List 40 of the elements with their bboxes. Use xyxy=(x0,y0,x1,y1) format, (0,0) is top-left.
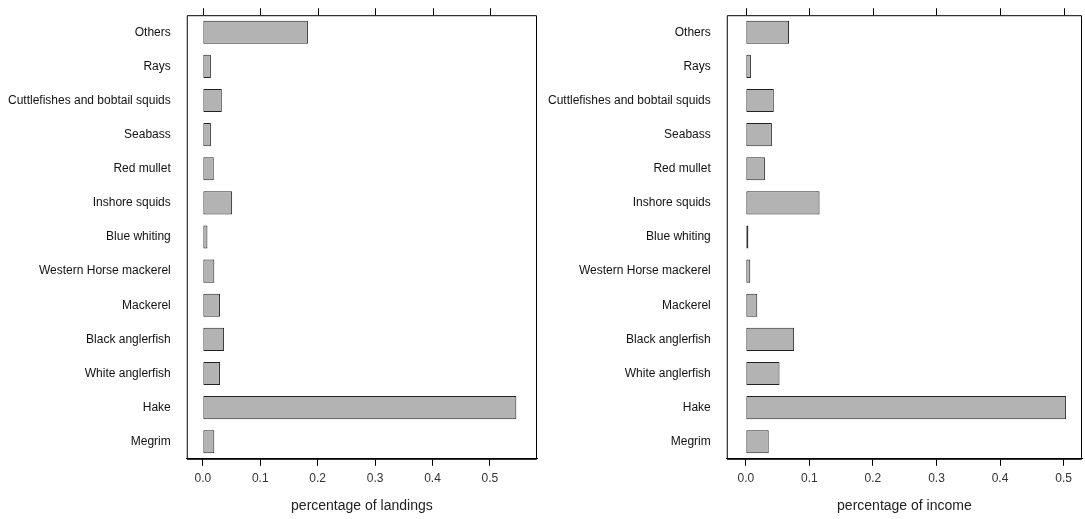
y-tick-label: Hake xyxy=(682,399,712,414)
x-tick-label: 0.1 xyxy=(801,471,819,486)
x-tick-label: 0.3 xyxy=(366,471,384,486)
y-tick-label: Black anglerfish xyxy=(86,331,171,346)
x-tick-label: 0.1 xyxy=(251,471,269,486)
y-tick-label: Megrim xyxy=(670,434,711,449)
x-tick-label: 0.5 xyxy=(1055,471,1073,486)
x-tick-label: 0.2 xyxy=(309,471,327,486)
y-tick-label: Red mullet xyxy=(653,161,712,176)
x-tick-label: 0.3 xyxy=(928,471,946,486)
x-tick-label: 0.2 xyxy=(864,471,882,486)
y-tick-label: Blue whiting xyxy=(646,229,711,244)
y-tick-label: Cuttlefishes and bobtail squids xyxy=(547,92,711,107)
y-tick-label: Blue whiting xyxy=(106,229,171,244)
y-tick-label: Seabass xyxy=(124,126,171,141)
x-axis-title: percentage of landings xyxy=(291,497,433,514)
y-tick-label: Hake xyxy=(142,399,172,414)
y-tick-label: Mackerel xyxy=(662,297,711,312)
y-tick-label: Inshore squids xyxy=(632,195,711,210)
y-tick-label: Western Horse mackerel xyxy=(38,263,171,278)
y-tick-label: White anglerfish xyxy=(624,365,711,380)
y-tick-label: Red mullet xyxy=(113,161,172,176)
y-tick-label: Others xyxy=(134,24,171,39)
x-tick-label: 0.4 xyxy=(424,471,442,486)
y-tick-label: White anglerfish xyxy=(84,365,171,380)
y-tick-label: Megrim xyxy=(130,434,171,449)
x-tick-label: 0.4 xyxy=(991,471,1009,486)
x-tick-label: 0.5 xyxy=(481,471,499,486)
y-tick-label: Cuttlefishes and bobtail squids xyxy=(7,92,171,107)
y-tick-label: Black anglerfish xyxy=(626,331,711,346)
y-tick-label: Others xyxy=(674,24,711,39)
x-tick-label: 0.0 xyxy=(737,471,755,486)
x-axis-title: percentage of income xyxy=(837,497,972,514)
y-tick-label: Inshore squids xyxy=(92,195,171,210)
x-tick-label: 0.0 xyxy=(194,471,212,486)
y-tick-label: Rays xyxy=(683,58,711,73)
y-tick-label: Rays xyxy=(143,58,171,73)
y-tick-label: Mackerel xyxy=(122,297,171,312)
y-tick-label: Western Horse mackerel xyxy=(578,263,711,278)
y-tick-label: Seabass xyxy=(664,126,711,141)
